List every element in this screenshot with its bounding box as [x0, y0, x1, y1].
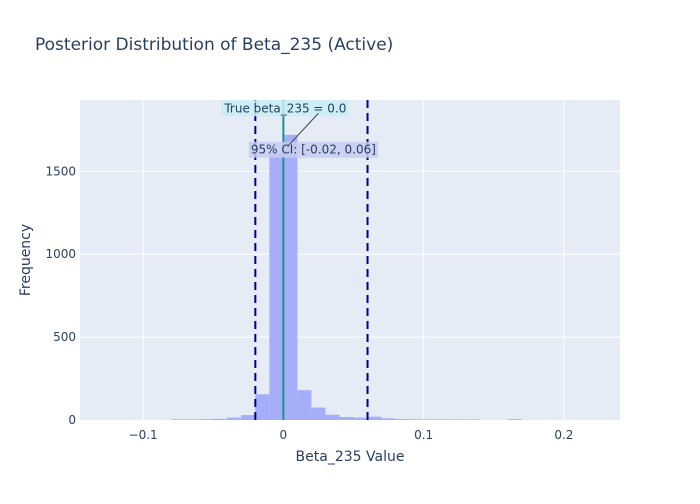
histogram-bar: [438, 419, 452, 420]
x-tick-label: 0.2: [554, 428, 573, 442]
chart-title: Posterior Distribution of Beta_235 (Acti…: [35, 35, 393, 55]
histogram-bar: [283, 135, 297, 420]
y-tick-label: 1000: [45, 247, 76, 261]
y-axis-ticks: 0 500 1000 1500: [45, 164, 76, 427]
y-tick-label: 0: [68, 413, 76, 427]
y-tick-label: 1500: [45, 164, 76, 178]
histogram-bar: [269, 153, 283, 420]
histogram-bar: [199, 419, 213, 420]
annotation-text: True beta_235 = 0.0: [223, 101, 346, 115]
histogram-bar: [424, 419, 438, 420]
y-axis-label: Frequency: [18, 224, 34, 296]
x-tick-label: 0.1: [414, 428, 433, 442]
x-axis-ticks: −0.1 0 0.1 0.2: [129, 428, 574, 442]
ci-annotation: 95% CI: [-0.02, 0.06]: [249, 142, 378, 158]
histogram-bar: [410, 419, 424, 420]
histogram-bar: [354, 418, 368, 420]
histogram-bar: [185, 419, 199, 420]
histogram-bar: [213, 419, 227, 420]
x-tick-label: 0: [280, 428, 288, 442]
histogram-bar: [382, 418, 396, 420]
histogram-bar: [255, 394, 269, 420]
histogram-bar: [171, 419, 185, 420]
true-value-annotation: True beta_235 = 0.0: [221, 100, 348, 116]
histogram-bar: [396, 419, 410, 420]
histogram-bar: [339, 417, 353, 420]
histogram-bar: [297, 390, 311, 420]
histogram-bar: [508, 419, 522, 420]
histogram-bar: [368, 417, 382, 420]
histogram-bar: [241, 415, 255, 420]
y-tick-label: 500: [53, 330, 76, 344]
histogram-bar: [227, 418, 241, 420]
histogram-bar: [325, 415, 339, 420]
annotation-text: 95% CI: [-0.02, 0.06]: [251, 143, 376, 157]
x-tick-label: −0.1: [129, 428, 158, 442]
x-axis-label: Beta_235 Value: [296, 449, 405, 465]
histogram-bar: [311, 408, 325, 420]
